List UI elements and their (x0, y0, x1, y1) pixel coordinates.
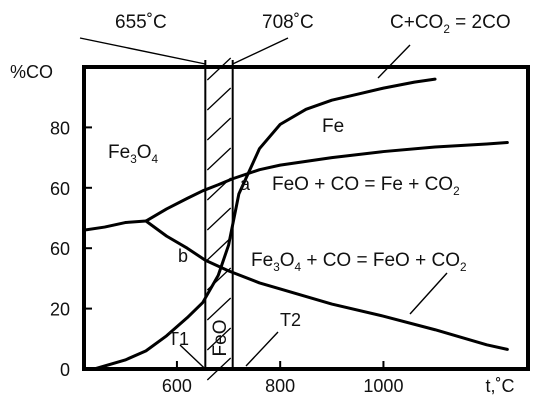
fe3o4-region-label: Fe3O4 (108, 142, 159, 166)
fe3o4-feo-curve (146, 221, 507, 349)
boudouard-label: C+CO2 = 2CO (390, 12, 511, 36)
y-tick-label: 80 (50, 118, 70, 138)
t2-label: T2 (280, 310, 301, 330)
t2-leader (246, 332, 278, 366)
y-tick-label: 0 (60, 360, 70, 380)
text-layer: C+CO2 = 2CO Fe Fe3O4 a FeO + CO = Fe + CO2 b F… (108, 12, 511, 356)
feo-region-label: FeO (210, 320, 231, 357)
fe3o4-feo-leader (410, 273, 447, 314)
x-tick-label: 1000 (363, 376, 403, 396)
x-tick-label: 600 (162, 376, 192, 396)
x-tick-label: 800 (265, 376, 295, 396)
fe-region-label: Fe (322, 116, 344, 137)
fe3o4-feo-label: Fe3O4 + CO = FeO + CO2 (251, 250, 467, 274)
point-a-label: a (240, 174, 251, 194)
y-tick-label: 20 (50, 300, 70, 320)
marker-708-leader (233, 38, 288, 64)
marker-708-label: 708˚C (262, 12, 314, 33)
point-b-label: b (178, 246, 188, 266)
t1-label: T1 (168, 329, 189, 349)
marker-655-label: 655˚C (115, 12, 167, 33)
boudouard-leader (378, 45, 410, 78)
feo-fe-label: FeO + CO = Fe + CO2 (272, 174, 460, 198)
x-axis-label: t,˚C (486, 376, 515, 396)
y-tick-label: 60 (50, 179, 70, 199)
y-tick-label: 60 (50, 239, 70, 259)
boudouard-curve (94, 79, 435, 369)
marker-655-leader (80, 38, 205, 64)
y-axis-label: %CO (10, 62, 53, 82)
